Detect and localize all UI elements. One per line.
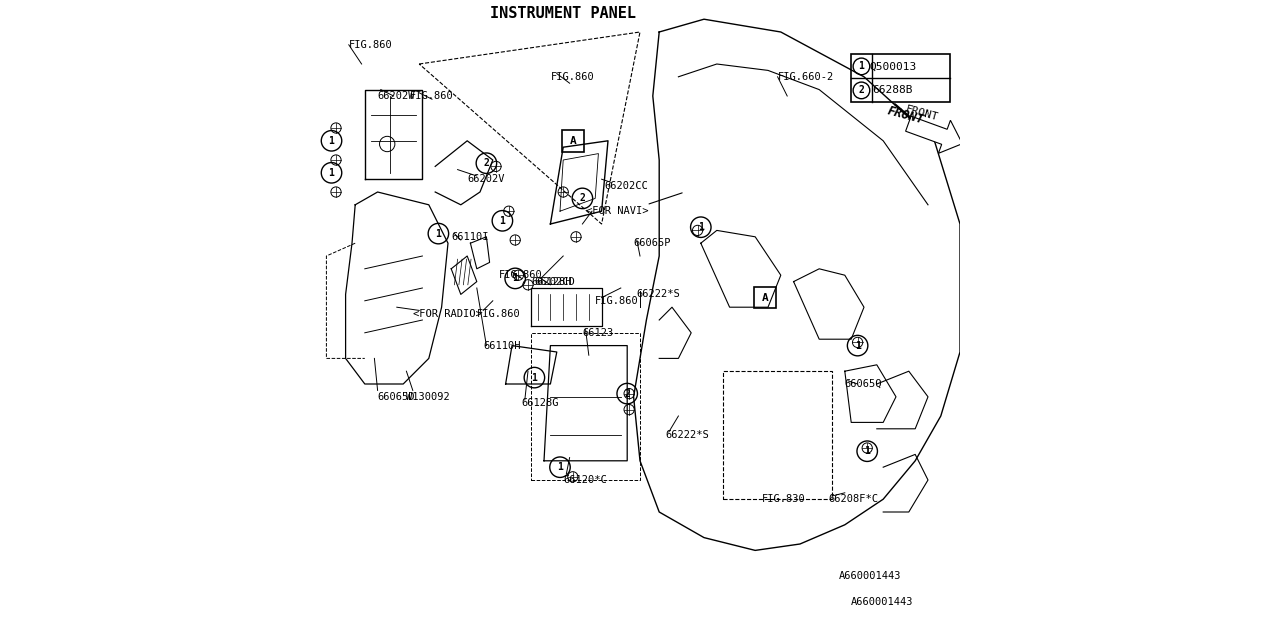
- Text: W130092: W130092: [407, 392, 451, 402]
- Text: FIG.830: FIG.830: [762, 494, 805, 504]
- Text: 66128H: 66128H: [535, 276, 572, 287]
- Text: 66202V: 66202V: [467, 174, 504, 184]
- Text: FIG.660-2: FIG.660-2: [777, 72, 833, 82]
- Text: 66120*C: 66120*C: [563, 475, 607, 485]
- Bar: [851, 54, 950, 102]
- Text: 66222*S: 66222*S: [637, 289, 681, 300]
- Text: FRONT: FRONT: [904, 105, 940, 123]
- Text: 66202CC: 66202CC: [604, 180, 649, 191]
- Text: 66123: 66123: [582, 328, 613, 338]
- Text: FIG.860: FIG.860: [499, 270, 543, 280]
- Polygon shape: [906, 116, 963, 154]
- Text: 66222*S: 66222*S: [666, 430, 709, 440]
- Text: 66065Q: 66065Q: [845, 379, 882, 389]
- Text: A: A: [570, 136, 576, 146]
- Text: 1: 1: [329, 168, 334, 178]
- Bar: [754, 287, 776, 308]
- Text: FIG.860: FIG.860: [410, 91, 453, 101]
- Text: 66128G: 66128G: [522, 398, 559, 408]
- Text: <FOR RADIO>: <FOR RADIO>: [412, 308, 481, 319]
- Text: FIG.860: FIG.860: [595, 296, 639, 306]
- Text: 1: 1: [864, 446, 870, 456]
- Text: 1: 1: [855, 340, 860, 351]
- Text: 66065D: 66065D: [378, 392, 415, 402]
- Text: 1: 1: [499, 216, 506, 226]
- Text: 1: 1: [698, 222, 704, 232]
- Text: FIG.860: FIG.860: [348, 40, 393, 50]
- Text: 66110H: 66110H: [484, 340, 521, 351]
- Text: 2: 2: [484, 158, 489, 168]
- Text: 2: 2: [859, 85, 864, 95]
- Text: 66202CD: 66202CD: [531, 276, 575, 287]
- Text: A: A: [762, 292, 768, 303]
- Text: Q500013: Q500013: [869, 61, 916, 72]
- Text: A660001443: A660001443: [838, 571, 901, 581]
- Text: 1: 1: [557, 462, 563, 472]
- Bar: [562, 130, 584, 152]
- Text: A660001443: A660001443: [851, 596, 914, 607]
- Text: 1: 1: [435, 228, 442, 239]
- Text: 2: 2: [580, 193, 585, 204]
- Text: 1: 1: [859, 61, 864, 72]
- Text: INSTRUMENT PANEL: INSTRUMENT PANEL: [490, 6, 636, 21]
- Text: 1: 1: [329, 136, 334, 146]
- Text: 66202W: 66202W: [378, 91, 415, 101]
- Text: 66208F*C: 66208F*C: [829, 494, 879, 504]
- Text: FIG.860: FIG.860: [550, 72, 594, 82]
- Text: 2: 2: [625, 388, 630, 399]
- Text: 66065P: 66065P: [634, 238, 671, 248]
- Text: <FOR NAVI>: <FOR NAVI>: [585, 206, 648, 216]
- Text: 1: 1: [512, 273, 518, 284]
- Text: 1: 1: [531, 372, 538, 383]
- Text: FRONT: FRONT: [886, 104, 925, 126]
- Bar: [723, 371, 832, 499]
- Text: 66288B: 66288B: [873, 85, 913, 95]
- Text: FIG.860: FIG.860: [477, 308, 521, 319]
- Text: 66110I: 66110I: [452, 232, 489, 242]
